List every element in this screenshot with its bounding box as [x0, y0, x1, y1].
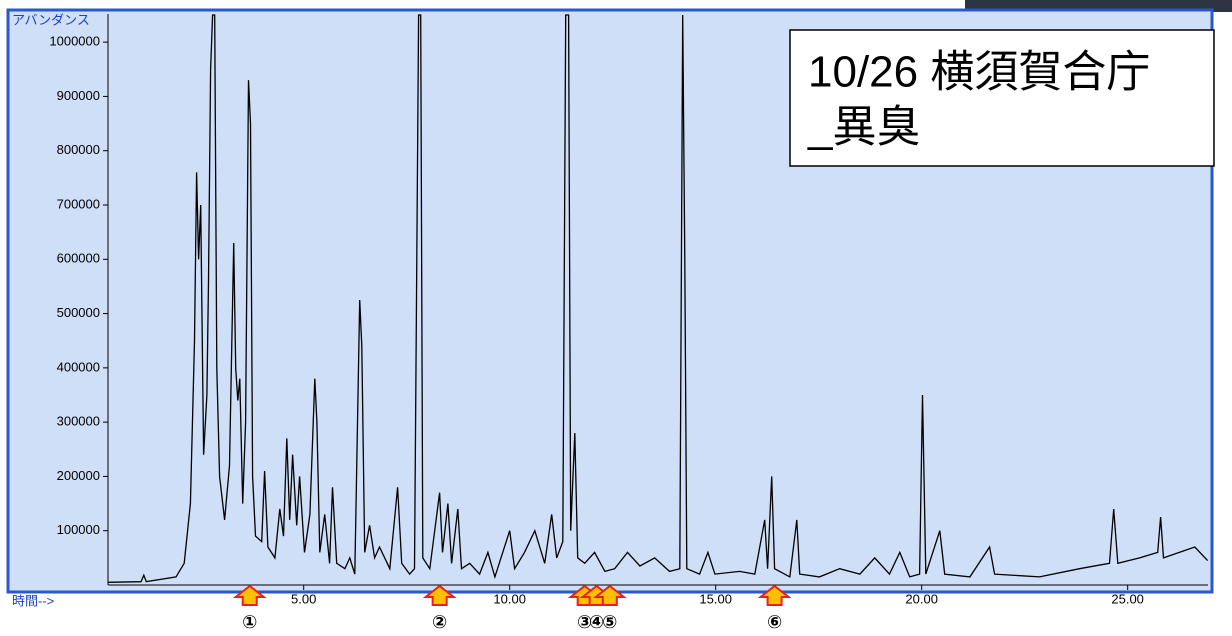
annotation-line: 10/26 横須賀合庁 — [808, 48, 1150, 97]
y-tick-label: 100000 — [57, 522, 100, 537]
x-axis-label: 時間--> — [12, 593, 54, 608]
annotation-line: _異臭 — [807, 103, 920, 152]
chart: アバンダンス 時間--> 100000 200000 300000 400000 500… — [0, 0, 1232, 636]
x-tick-label: 20.00 — [905, 591, 938, 606]
marker-label: ⑤ — [602, 612, 617, 632]
marker-label: ① — [242, 612, 257, 632]
x-tick-label: 5.00 — [291, 591, 316, 606]
y-tick-label: 400000 — [57, 359, 100, 374]
x-tick-label: 10.00 — [493, 591, 526, 606]
y-tick-label: 200000 — [57, 468, 100, 483]
y-tick-label: 600000 — [57, 251, 100, 266]
x-tick-label: 15.00 — [699, 591, 732, 606]
y-tick-label: 1000000 — [49, 34, 100, 49]
y-tick-label: 500000 — [57, 305, 100, 320]
marker-label: ② — [432, 612, 447, 632]
y-tick-label: 300000 — [57, 414, 100, 429]
y-tick-label: 900000 — [57, 88, 100, 103]
y-tick-label: 800000 — [57, 142, 100, 157]
y-tick-label: 700000 — [57, 196, 100, 211]
x-tick-label: 25.00 — [1111, 591, 1144, 606]
y-axis-label: アバンダンス — [12, 12, 90, 27]
marker-label: ⑥ — [767, 612, 782, 632]
